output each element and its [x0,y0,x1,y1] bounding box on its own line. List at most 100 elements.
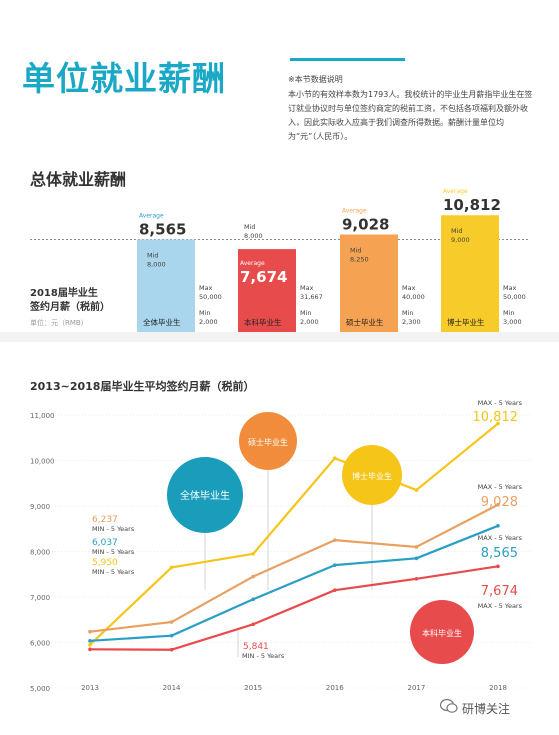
note-title: ※本节数据说明 [288,75,343,84]
bar-chart-label-type: 签约月薪（税前） [30,302,110,313]
watermark-text: 研博关注 [462,702,511,716]
bar-min-value: 2,300 [402,318,421,326]
page-title: 单位就业薪酬 [22,59,226,98]
series-point [414,545,419,549]
max-annotation-label: MAX - 5 Years [478,399,523,407]
bar-max-label: Max [199,284,213,292]
series-point [333,456,337,461]
series-point [251,597,255,602]
max-annotation-value: 10,812 [473,410,519,425]
series-point [169,647,174,652]
series-bubble [239,412,297,470]
series-bubble [167,457,243,533]
bar-average-value: 10,812 [443,196,501,214]
bar-average-label: Average [240,260,265,267]
bar-max-label: Max [503,284,517,292]
x-tick-label: 2014 [163,684,181,692]
bar-average-value: 9,028 [342,215,389,233]
y-tick-label: 11,000 [30,412,55,420]
max-annotation-value: 7,674 [481,584,518,599]
bar-max-value: 40,000 [402,293,425,301]
wechat-icon [440,698,458,713]
min-annotation-value: 6,237 [92,515,118,525]
bar-max-label: Max [402,284,416,292]
y-tick-label: 10,000 [30,458,55,466]
series-point [169,565,174,570]
series-point [88,642,92,647]
bar-category-label: 硕士毕业生 [346,317,384,327]
section-divider [0,332,559,342]
max-annotation-label: MAX - 5 Years [478,534,523,542]
section-title-overall: 总体就业薪酬 [30,170,127,189]
y-tick-label: 7,000 [30,594,50,602]
min-annotation-label: MIN - 5 Years [92,525,135,533]
bar-category-label: 全体毕业生 [143,317,181,327]
bar-mid-label: Mid [451,227,463,235]
series-point [251,574,255,579]
series-point [333,538,337,542]
series-point [414,556,419,561]
x-tick-label: 2018 [489,684,507,692]
series-line-4 [89,565,499,651]
salary-trend-line-chart: 5,000 6,000 7,000 8,000 9,000 10,000 11,000 201… [30,399,530,693]
bar-min-label: Min [402,309,414,317]
x-tick-label: 2013 [81,684,99,692]
series-point [333,563,337,567]
bar-2 [238,249,296,332]
series-point [88,629,92,634]
min-annotation-value: 5,950 [92,558,118,568]
salary-bar-chart: Average8,565Mid8,000Max50,000Min2,000全体毕… [30,188,530,332]
min-annotation-label: MIN - 5 Years [242,652,285,660]
series-point [251,551,255,556]
series-point [88,639,92,643]
series-point [496,421,500,426]
bar-4 [441,215,499,332]
bar-min-label: Min [503,309,515,317]
max-annotation-label: MAX - 5 Years [478,602,523,610]
bar-min-label: Min [300,309,312,317]
bar-mid-value: 9,000 [451,236,470,244]
series-point [496,502,500,507]
series-point [333,588,337,592]
bar-average-value: 7,674 [240,268,287,286]
bar-category-label: 本科毕业生 [244,317,282,327]
series-bubble-label: 本科毕业生 [422,628,462,638]
bar-max-value: 50,000 [199,293,222,301]
bar-mid-value: 8,000 [147,260,166,268]
bar-average-label: Average [139,212,164,219]
min-annotation-value: 5,841 [243,642,269,652]
bar-mid-label: Mid [147,251,159,259]
series-point [496,564,500,569]
series-point [414,488,419,492]
section-title-trend: 2013~2018届毕业生平均签约月薪（税前） [30,380,255,393]
bar-min-value: 3,000 [503,318,522,326]
series-point [251,622,255,627]
series-bubble-label: 硕士毕业生 [248,437,288,447]
y-tick-label: 8,000 [30,549,50,557]
series-bubble-label: 全体毕业生 [180,489,230,502]
bar-max-label: Max [300,284,314,292]
min-annotation-label: MIN - 5 Years [92,548,135,556]
bar-mid-label: Mid [244,223,256,231]
series-line-2 [89,503,499,633]
bar-min-value: 2,000 [300,318,319,326]
bar-average-label: Average [443,188,468,195]
bar-mid-label: Mid [350,246,362,254]
max-annotation-value: 9,028 [481,495,518,510]
x-tick-label: 2016 [326,684,344,692]
note-body: 本小节的有效样本数为1793人。我校统计的毕业生月薪指毕业生在签订就业协议时与单… [288,90,533,141]
series-bubble-label: 博士毕业生 [352,471,392,481]
series-point [169,633,174,638]
series-point [88,647,92,652]
min-annotation-label: MIN - 5 Years [92,568,135,576]
bar-mid-value: 8,250 [350,255,369,263]
min-annotation-value: 6,037 [92,538,118,548]
bar-average-value: 8,565 [139,220,186,238]
y-tick-label: 5,000 [30,685,50,693]
bar-mid-value: 8,000 [244,232,263,240]
x-tick-label: 2017 [407,684,425,692]
bar-category-label: 博士毕业生 [447,317,485,327]
bar-3 [340,234,398,332]
bar-min-label: Min [199,309,211,317]
y-tick-label: 6,000 [30,640,50,648]
